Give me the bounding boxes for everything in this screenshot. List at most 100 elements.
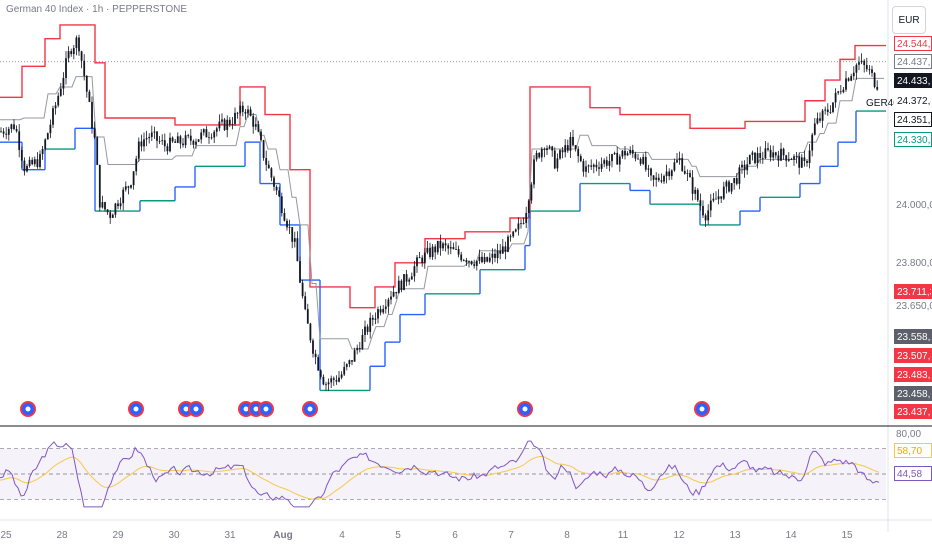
candle-body (127, 186, 130, 188)
candle-body (865, 65, 868, 70)
candle-body (676, 160, 678, 163)
candle-body (579, 156, 582, 162)
candle-body (504, 246, 507, 252)
candle-body (629, 149, 632, 154)
candle-body (483, 257, 486, 263)
candle-body (535, 152, 538, 160)
event-marker-dot (263, 406, 269, 412)
candle-body (709, 200, 712, 211)
candle-body (447, 245, 450, 249)
candle-body (387, 299, 390, 307)
candle-body (842, 89, 845, 93)
candle-body (140, 141, 143, 147)
candle-body (746, 164, 749, 171)
candle-body (293, 238, 296, 242)
candle-body (418, 257, 421, 259)
candle-body (826, 109, 829, 113)
candle-body (691, 177, 694, 194)
candle-body (868, 69, 871, 71)
price-tick-label: 23.650,0 (896, 301, 932, 312)
time-tick-label: 15 (841, 530, 853, 541)
candle-body (405, 274, 408, 282)
candle-body (267, 164, 270, 169)
candle-body (839, 91, 842, 93)
candle-body (330, 378, 333, 383)
candle-body (223, 119, 226, 130)
candle-body (741, 164, 743, 168)
price-label: 24.372,8 (894, 93, 932, 108)
candle-body (226, 119, 229, 130)
candle-body (738, 167, 741, 184)
time-tick-label: 6 (452, 530, 458, 541)
event-marker-dot (133, 406, 139, 412)
candle-body (314, 353, 317, 358)
candle-body (782, 148, 785, 156)
candle-body (286, 220, 288, 228)
candle-body (169, 137, 171, 152)
candle-body (130, 185, 132, 188)
candle-body (70, 51, 73, 55)
candle-body (395, 291, 398, 294)
candle-body (452, 247, 455, 250)
price-label: 23.507,8 (894, 348, 932, 363)
time-tick-label: Aug (273, 530, 292, 541)
candle-body (273, 177, 275, 187)
candle-body (845, 78, 847, 90)
candle-body (855, 64, 858, 73)
candle-body (429, 247, 431, 257)
candle-body (481, 256, 483, 263)
candle-body (873, 72, 876, 87)
candle-body (270, 168, 273, 178)
candle-body (413, 266, 416, 277)
candle-body (348, 360, 351, 365)
price-label: 23.483,1 (894, 367, 932, 382)
candle-body (174, 141, 177, 143)
candle-body (696, 189, 699, 201)
candle-body (473, 264, 476, 266)
candle-body (486, 257, 489, 262)
candle-body (384, 306, 387, 309)
candle-body (416, 257, 418, 267)
candle-body (88, 91, 91, 102)
candle-body (332, 378, 335, 380)
candle-body (436, 240, 439, 253)
candle-body (457, 248, 460, 255)
candle-body (507, 236, 509, 252)
candle-body (806, 160, 808, 163)
candle-body (166, 146, 169, 152)
candle-body (338, 377, 340, 382)
candle-body (574, 145, 577, 149)
candle-body (410, 276, 413, 280)
candle-body (582, 161, 585, 172)
candle-body (759, 153, 762, 158)
candle-body (631, 149, 634, 154)
candle-body (241, 105, 244, 112)
candle-body (26, 165, 28, 172)
candle-body (228, 119, 231, 125)
candle-body (345, 364, 348, 367)
currency-button[interactable]: EUR (892, 6, 926, 34)
candle-body (655, 177, 658, 180)
candle-body (650, 168, 652, 176)
candle-body (392, 291, 395, 297)
candle-body (31, 159, 34, 165)
candle-body (213, 131, 216, 138)
candle-body (156, 131, 158, 141)
candle-body (119, 203, 122, 207)
candle-body (124, 186, 127, 190)
candle-body (764, 148, 767, 159)
candle-body (244, 111, 247, 114)
candle-body (751, 152, 754, 155)
candle-body (717, 196, 720, 200)
candle-body (18, 131, 21, 150)
candle-body (491, 253, 494, 258)
candle-body (876, 86, 879, 90)
candle-body (538, 152, 541, 158)
candle-body (104, 202, 106, 210)
candle-body (624, 150, 626, 156)
price-label: 23.458,6 (894, 386, 932, 401)
candle-body (353, 350, 356, 362)
candle-body (527, 200, 530, 213)
candle-body (257, 124, 260, 132)
